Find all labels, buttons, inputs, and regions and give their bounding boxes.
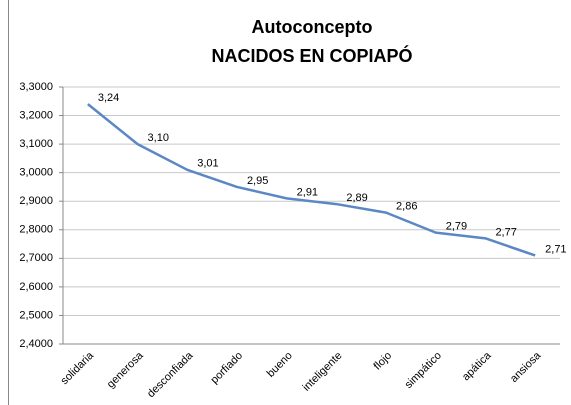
y-tick-label: 2,6000 xyxy=(19,281,53,293)
data-label: 2,86 xyxy=(396,201,417,213)
y-tick-label: 3,1000 xyxy=(19,138,53,150)
y-tick-label: 2,9000 xyxy=(19,195,53,207)
y-tick-label: 3,2000 xyxy=(19,109,53,121)
line xyxy=(87,103,536,257)
data-label: 2,77 xyxy=(495,226,516,238)
y-tick-label: 3,3000 xyxy=(19,81,53,93)
y-tick-label: 2,8000 xyxy=(19,224,53,236)
y-tick-label: 2,4000 xyxy=(19,338,53,350)
y-tick-label: 2,5000 xyxy=(19,309,53,321)
data-label: 3,24 xyxy=(98,92,119,104)
y-tick-label: 2,7000 xyxy=(19,252,53,264)
chart-subtitle: NACIDOS EN COPIAPÓ xyxy=(211,45,412,66)
data-label: 2,91 xyxy=(297,186,318,198)
chart-title: Autoconcepto xyxy=(252,17,373,37)
chart-border xyxy=(8,0,571,405)
data-label: 2,95 xyxy=(247,175,268,187)
data-label: 2,79 xyxy=(446,221,467,233)
data-label: 3,10 xyxy=(148,132,169,144)
data-label: 2,89 xyxy=(346,192,367,204)
y-tick-label: 3,0000 xyxy=(19,167,53,179)
data-label: 3,01 xyxy=(197,158,218,170)
data-label: 2,71 xyxy=(545,243,566,255)
